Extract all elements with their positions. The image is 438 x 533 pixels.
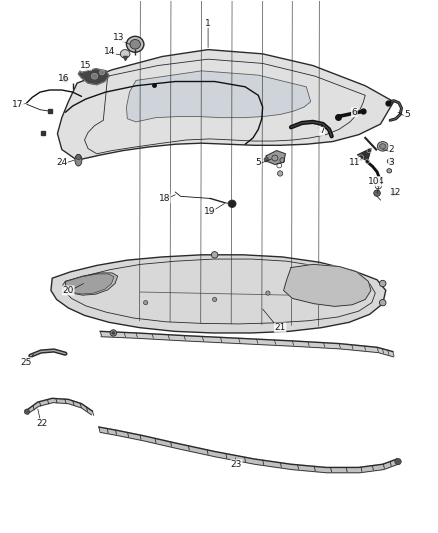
Ellipse shape [374,190,380,196]
Polygon shape [65,273,118,295]
Text: 21: 21 [275,323,286,332]
Ellipse shape [144,301,148,305]
Ellipse shape [387,168,392,173]
Ellipse shape [91,73,98,79]
Ellipse shape [212,297,217,302]
Polygon shape [66,274,114,294]
Text: 1: 1 [205,19,211,28]
Ellipse shape [395,458,401,465]
Polygon shape [99,427,398,473]
Polygon shape [51,255,386,333]
Text: 4: 4 [378,177,383,186]
Ellipse shape [99,70,105,75]
Text: 23: 23 [231,460,242,469]
Text: 3: 3 [389,158,394,167]
Text: 15: 15 [80,61,92,70]
Text: 6: 6 [351,108,357,117]
Text: 10: 10 [368,177,380,186]
Polygon shape [127,71,311,122]
Ellipse shape [379,280,386,287]
Ellipse shape [377,142,388,151]
Text: 19: 19 [204,207,215,216]
Text: 2: 2 [389,145,394,154]
Polygon shape [57,50,394,160]
Ellipse shape [379,144,386,149]
Ellipse shape [110,330,117,336]
Ellipse shape [212,252,218,258]
Text: 5: 5 [255,158,261,167]
Ellipse shape [120,50,130,58]
Polygon shape [100,332,394,357]
Ellipse shape [24,409,29,414]
Text: 22: 22 [36,419,48,428]
Text: 25: 25 [20,358,32,367]
Text: 16: 16 [58,74,70,83]
Polygon shape [284,264,371,306]
Ellipse shape [387,159,393,164]
Text: 13: 13 [113,34,124,43]
Ellipse shape [127,36,144,52]
Text: 5: 5 [404,110,410,119]
Ellipse shape [130,39,141,49]
Ellipse shape [75,155,82,166]
Text: 12: 12 [390,188,402,197]
Polygon shape [266,151,286,165]
Polygon shape [358,149,371,161]
Text: 11: 11 [349,158,360,167]
Ellipse shape [266,291,270,295]
Ellipse shape [278,171,283,176]
Text: 17: 17 [12,100,24,109]
Text: 24: 24 [56,158,67,167]
Ellipse shape [228,200,236,207]
Ellipse shape [76,155,81,160]
Polygon shape [78,69,109,85]
Polygon shape [27,398,92,415]
Text: 7: 7 [319,126,325,135]
Text: 14: 14 [104,47,116,55]
Text: 18: 18 [159,194,170,203]
Ellipse shape [391,190,396,196]
Ellipse shape [112,332,115,334]
Text: 20: 20 [63,286,74,295]
Ellipse shape [379,300,386,306]
